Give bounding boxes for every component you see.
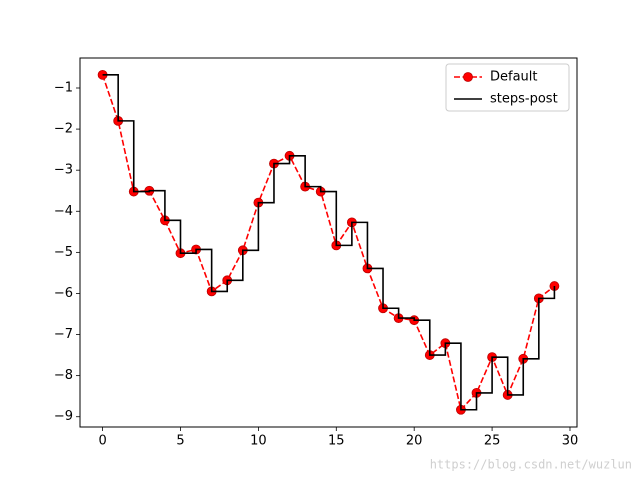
y-tick-label: −5 (54, 245, 73, 260)
x-tick-label: 15 (328, 434, 345, 449)
x-tick-label: 25 (484, 434, 501, 449)
legend-marker (463, 72, 473, 82)
x-tick-label: 10 (250, 434, 267, 449)
x-tick-label: 20 (406, 434, 423, 449)
y-tick-label: −7 (54, 327, 73, 342)
y-tick-label: −6 (54, 286, 73, 301)
watermark: https://blog.csdn.net/wuzlun (430, 458, 632, 472)
axes-frame (79, 57, 578, 428)
y-tick-label: −4 (54, 204, 73, 219)
series-line (102, 74, 556, 411)
y-tick-label: −2 (54, 122, 73, 137)
series-line (101, 74, 555, 412)
legend-label: Default (490, 70, 538, 85)
y-tick-label: −9 (54, 409, 73, 424)
x-tick-label: 5 (176, 434, 184, 449)
x-tick-label: 30 (562, 434, 579, 449)
legend-label: steps-post (490, 92, 558, 107)
y-tick-label: −3 (54, 163, 73, 178)
y-tick-label: −1 (54, 80, 73, 95)
x-tick-label: 0 (98, 434, 106, 449)
y-tick-label: −8 (54, 368, 73, 383)
